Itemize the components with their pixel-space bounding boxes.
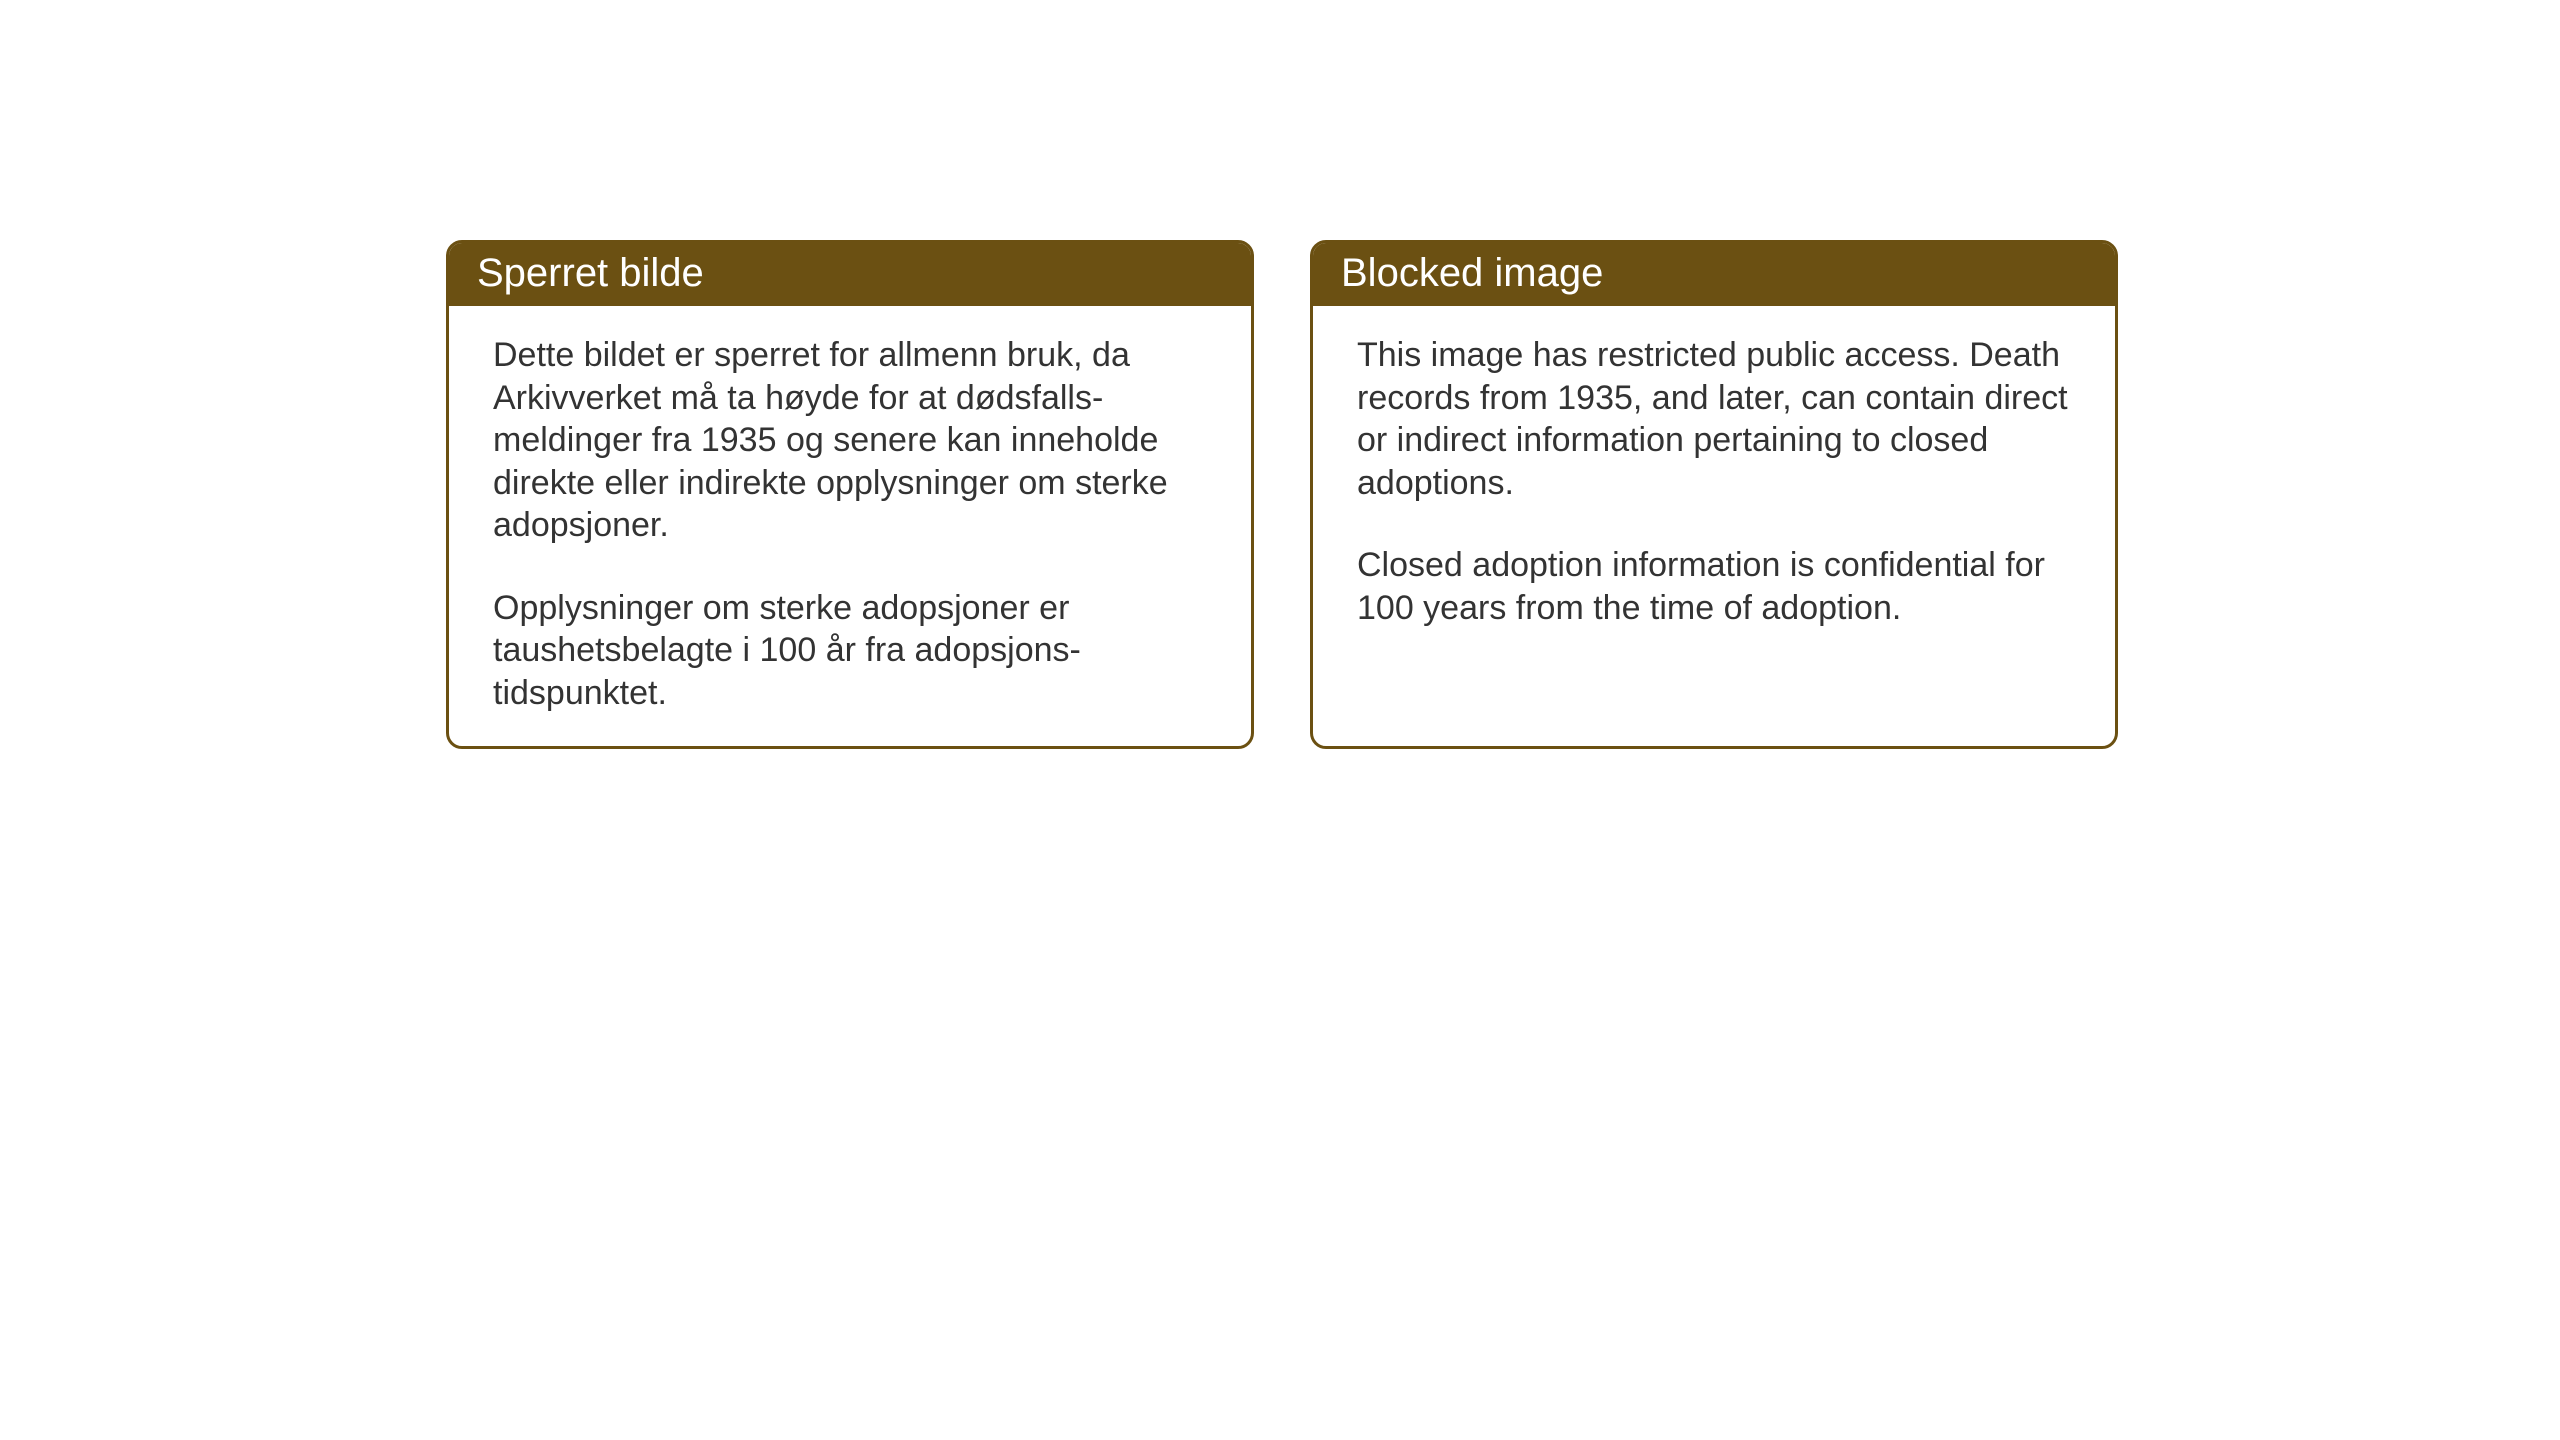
- english-card-body: This image has restricted public access.…: [1313, 306, 2115, 661]
- norwegian-paragraph-1: Dette bildet er sperret for allmenn bruk…: [493, 334, 1207, 547]
- english-paragraph-1: This image has restricted public access.…: [1357, 334, 2071, 504]
- english-paragraph-2: Closed adoption information is confident…: [1357, 544, 2071, 629]
- norwegian-notice-card: Sperret bilde Dette bildet er sperret fo…: [446, 240, 1254, 749]
- norwegian-card-body: Dette bildet er sperret for allmenn bruk…: [449, 306, 1251, 746]
- norwegian-card-title: Sperret bilde: [449, 243, 1251, 306]
- notice-container: Sperret bilde Dette bildet er sperret fo…: [446, 240, 2118, 749]
- norwegian-paragraph-2: Opplysninger om sterke adopsjoner er tau…: [493, 587, 1207, 715]
- english-notice-card: Blocked image This image has restricted …: [1310, 240, 2118, 749]
- english-card-title: Blocked image: [1313, 243, 2115, 306]
